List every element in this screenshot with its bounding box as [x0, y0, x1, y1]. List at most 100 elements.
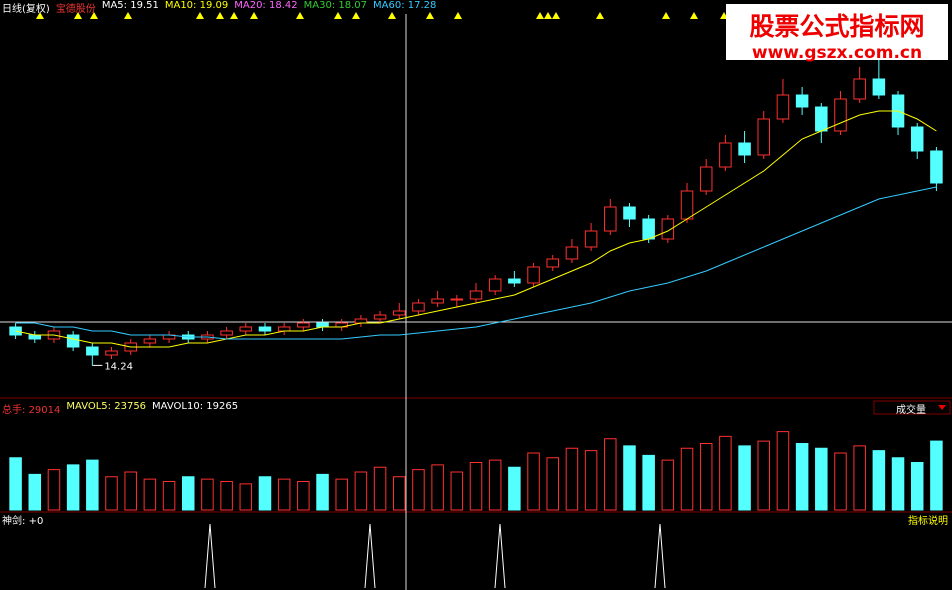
volume-bar: [488, 459, 502, 511]
volume-bar: [565, 447, 579, 511]
signal-triangle: [388, 12, 396, 19]
volume-bar: [546, 457, 559, 511]
volume-bar: [834, 452, 847, 511]
candle-body: [604, 206, 617, 232]
vol-ma-item: MAVOL10: 19265: [152, 401, 238, 416]
volume-bar: [86, 459, 99, 511]
volume-bar: [757, 440, 771, 511]
volume-bar: [661, 459, 675, 511]
candle-body: [815, 106, 828, 132]
ma-item: MA60: 17.28: [373, 0, 436, 15]
candle-body: [239, 326, 253, 332]
volume-header: 总手: 29014 MAVOL5: 23756 MAVOL10: 19265: [2, 401, 238, 416]
ma-item: MA10: 19.09: [165, 0, 228, 15]
volume-bar: [412, 469, 425, 511]
candle-body: [853, 78, 866, 100]
signal-triangle: [544, 12, 552, 19]
volume-bar: [930, 440, 943, 511]
signal-triangle: [334, 12, 342, 19]
selector-label[interactable]: 成交量: [896, 405, 926, 416]
candle-body: [738, 142, 751, 156]
volume-bar: [124, 471, 137, 511]
signal-triangle: [426, 12, 434, 19]
volume-bar: [105, 476, 118, 511]
volume-bar: [354, 471, 368, 511]
stock-name: 宝德股份: [55, 4, 96, 15]
candle-body: [623, 206, 636, 220]
candle-body: [28, 334, 42, 340]
volume-bar: [431, 464, 444, 511]
candle-body: [373, 314, 387, 320]
watermark: 股票公式指标网 www.gszx.com.cn: [726, 4, 948, 63]
candle-body: [680, 190, 694, 220]
ma-line: [15, 110, 937, 348]
signal-triangle: [662, 12, 670, 19]
ma-value: 17.28: [407, 0, 437, 11]
candle-body: [584, 230, 598, 248]
indicator-help[interactable]: 指标说明: [908, 516, 948, 527]
volume-bar: [450, 471, 464, 511]
watermark-url: www.gszx.com.cn: [751, 43, 923, 63]
candle-body: [699, 166, 713, 192]
signal-triangle: [90, 12, 98, 19]
ma-name: MA10:: [164, 0, 197, 11]
candle-body: [719, 142, 732, 168]
candle-body: [910, 126, 924, 152]
volume-bar: [527, 452, 540, 511]
ma-name: MA20:: [234, 0, 266, 11]
low-label: 14.24: [104, 361, 133, 372]
volume-bar: [891, 457, 905, 511]
signal-triangle: [552, 12, 560, 19]
volume-value: 29014: [28, 405, 61, 416]
ma-legend: MA5: 19.51 MA10: 19.09 MA20: 18.42 MA30: 18…: [102, 0, 437, 15]
candle-body: [488, 278, 502, 292]
candle-body: [258, 326, 272, 332]
candle-body: [66, 334, 80, 348]
volume-bar: [47, 469, 61, 511]
volume-bar: [604, 438, 617, 511]
candle-body: [354, 318, 368, 324]
candle-body: [277, 326, 291, 332]
vol-ma-value: 19265: [206, 401, 239, 412]
volume-bar: [699, 443, 713, 511]
signal-triangle: [36, 12, 44, 19]
volume-bar: [680, 447, 694, 511]
volume-bar: [220, 481, 233, 511]
indicator-value: +0: [28, 516, 44, 527]
volume-bar: [584, 450, 598, 511]
ma-name: MA5:: [101, 0, 128, 11]
dropdown-arrow[interactable]: [938, 405, 946, 410]
volume-label: 总手:: [2, 405, 26, 416]
volume-bar: [776, 431, 790, 511]
volume-bar: [335, 478, 348, 511]
volume-bar: [277, 478, 291, 511]
volume-bar: [316, 473, 329, 511]
signal-triangle: [250, 12, 258, 19]
candle-body: [776, 94, 790, 120]
signal-triangle: [296, 12, 304, 19]
candle-body: [143, 338, 157, 344]
candle-body: [450, 298, 464, 301]
candle-body: [86, 346, 99, 356]
volume-bar: [28, 473, 42, 511]
candle-body: [431, 298, 444, 304]
ma-line: [15, 186, 937, 340]
volume-bar: [508, 466, 521, 511]
volume-bar: [795, 443, 809, 511]
volume-bar: [181, 476, 195, 511]
candle-body: [565, 246, 579, 260]
signal-triangle: [230, 12, 238, 19]
vol-legend: MAVOL5: 23756 MAVOL10: 19265: [66, 401, 238, 416]
vol-ma-item: MAVOL5: 23756: [66, 401, 146, 416]
ma-item: MA20: 18.42: [234, 0, 297, 15]
volume-bar: [642, 454, 655, 511]
indicator-selector[interactable]: [873, 400, 951, 415]
ma-value: 18.07: [338, 0, 368, 11]
volume-bar: [66, 464, 80, 511]
signal-triangle: [216, 12, 224, 19]
ma-value: 19.51: [130, 0, 159, 11]
volume-bar: [815, 447, 828, 511]
candle-body: [930, 150, 943, 184]
candle-body: [546, 258, 559, 268]
